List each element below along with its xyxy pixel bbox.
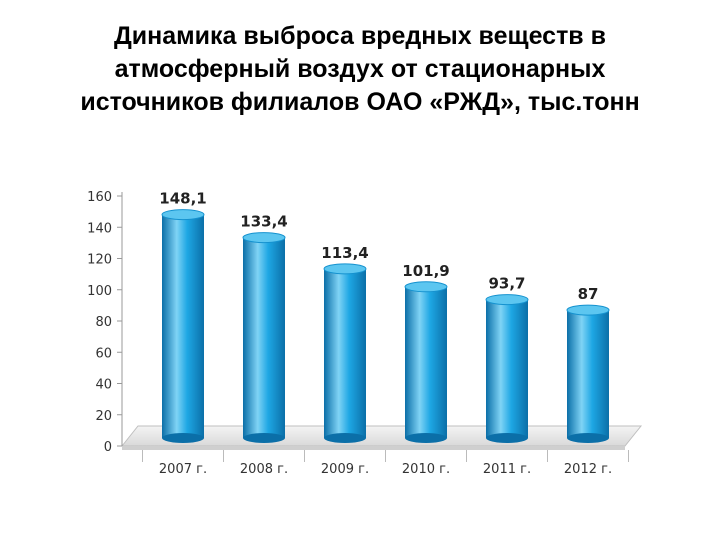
y-tick-label: 160 (87, 190, 112, 205)
bar-top (404, 281, 448, 293)
x-tick-label: 2008 г. (240, 462, 288, 477)
bar-base (324, 433, 366, 443)
bar-base (405, 433, 447, 443)
bar-top (485, 294, 529, 306)
title-line-3: источников филиалов ОАО «РЖД», тыс.тонн (80, 88, 640, 116)
bar-layer (161, 209, 610, 443)
chart-title: Динамика выброса вредных веществ в атмос… (20, 20, 700, 119)
bar (242, 232, 286, 443)
x-tick-label: 2010 г. (402, 462, 450, 477)
y-tick-label: 20 (95, 409, 112, 424)
bar (566, 304, 610, 443)
y-tick-label: 140 (87, 221, 112, 236)
bar-body (486, 299, 528, 438)
x-tick-label: 2012 г. (564, 462, 612, 477)
data-label: 101,9 (402, 262, 449, 280)
bar-body (324, 268, 366, 438)
bar-base (486, 433, 528, 443)
title-line-2: атмосферный воздух от стационарных (114, 55, 606, 83)
bar-top (161, 209, 205, 221)
bar-top (242, 232, 286, 244)
y-tick-label: 120 (87, 253, 112, 268)
bar-base (567, 433, 609, 443)
bar-base (243, 433, 285, 443)
bar-body (567, 310, 609, 438)
bar (323, 263, 367, 443)
data-label: 93,7 (488, 275, 525, 293)
y-tick-label: 0 (104, 440, 112, 455)
data-label: 113,4 (321, 244, 368, 262)
y-tick-label: 80 (95, 315, 112, 330)
y-tick-label: 100 (87, 284, 112, 299)
title-line-1: Динамика выброса вредных веществ в (114, 22, 606, 50)
y-tick-label: 40 (95, 378, 112, 393)
y-tick-label: 60 (95, 346, 112, 361)
bar-base (162, 433, 204, 443)
x-tick-label: 2011 г. (483, 462, 531, 477)
x-tick-label: 2007 г. (159, 462, 207, 477)
data-label: 148,1 (159, 190, 206, 208)
bar-body (243, 237, 285, 438)
label-layer: 148,1 133,4 113,4 101,9 93,7 87 (159, 190, 598, 303)
bar-top (323, 263, 367, 275)
bar (485, 294, 529, 443)
bar-body (405, 286, 447, 438)
bar-body (162, 214, 204, 438)
bar (161, 209, 205, 443)
data-label: 133,4 (240, 213, 287, 231)
data-label: 87 (578, 285, 599, 303)
floor-edge (122, 446, 625, 450)
x-tick-label: 2009 г. (321, 462, 369, 477)
bar (404, 281, 448, 443)
bar-top (566, 304, 610, 316)
